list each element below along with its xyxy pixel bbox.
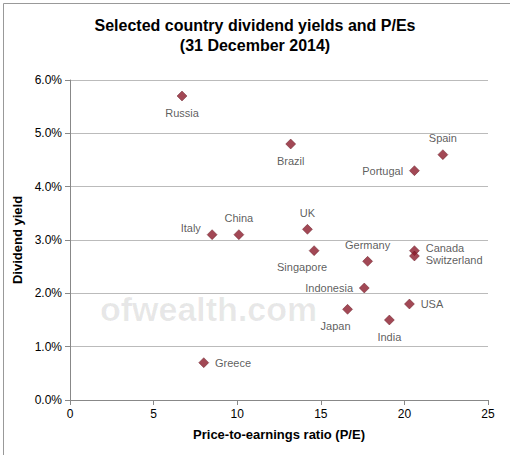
svg-text:0.0%: 0.0%: [35, 393, 63, 407]
svg-text:Dividend yield: Dividend yield: [10, 196, 25, 284]
svg-text:Indonesia: Indonesia: [305, 282, 354, 294]
svg-text:2.0%: 2.0%: [35, 286, 63, 300]
svg-text:Spain: Spain: [429, 132, 457, 144]
svg-text:Switzerland: Switzerland: [426, 254, 483, 266]
svg-text:Selected country dividend yiel: Selected country dividend yields and P/E…: [95, 17, 416, 34]
svg-text:25: 25: [481, 407, 495, 421]
svg-text:Russia: Russia: [165, 107, 200, 119]
svg-text:Germany: Germany: [345, 239, 391, 251]
svg-text:India: India: [377, 331, 402, 343]
svg-text:Brazil: Brazil: [277, 155, 305, 167]
svg-text:3.0%: 3.0%: [35, 233, 63, 247]
svg-text:5.0%: 5.0%: [35, 126, 63, 140]
svg-text:Price-to-earnings ratio (P/E): Price-to-earnings ratio (P/E): [193, 427, 365, 442]
svg-text:Japan: Japan: [321, 320, 351, 332]
svg-text:20: 20: [398, 407, 412, 421]
svg-text:Greece: Greece: [215, 357, 251, 369]
svg-text:Italy: Italy: [181, 222, 202, 234]
svg-text:Portugal: Portugal: [362, 165, 403, 177]
svg-text:Singapore: Singapore: [277, 261, 327, 273]
svg-text:Canada: Canada: [426, 242, 465, 254]
svg-text:UK: UK: [300, 207, 316, 219]
svg-text:6.0%: 6.0%: [35, 73, 63, 87]
svg-text:USA: USA: [421, 298, 444, 310]
svg-text:4.0%: 4.0%: [35, 180, 63, 194]
svg-text:China: China: [224, 212, 254, 224]
svg-text:15: 15: [314, 407, 328, 421]
svg-text:ofwealth.com: ofwealth.com: [100, 290, 317, 328]
svg-text:5: 5: [150, 407, 157, 421]
svg-text:1.0%: 1.0%: [35, 340, 63, 354]
svg-text:10: 10: [231, 407, 245, 421]
svg-text:(31 December 2014): (31 December 2014): [180, 37, 330, 54]
svg-text:0: 0: [67, 407, 74, 421]
